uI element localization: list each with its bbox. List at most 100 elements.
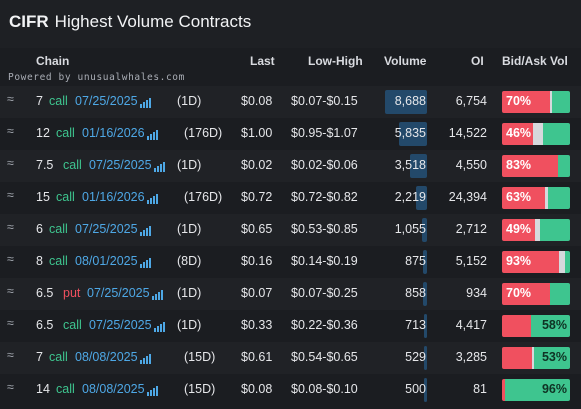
- table-row[interactable]: ≈ 14 call 08/08/2025 (15D) $0.08 $0.08-$…: [0, 374, 581, 406]
- strike: 8: [36, 254, 43, 268]
- expiry-date: 08/01/2025: [75, 254, 138, 268]
- expiry-link[interactable]: 01/16/2026: [82, 190, 159, 204]
- strike: 15: [36, 190, 50, 204]
- strike: 6.5: [36, 318, 54, 332]
- mid-portion: [559, 251, 565, 273]
- volume-bar: [424, 314, 427, 338]
- ask-portion: [565, 251, 570, 273]
- expiry-link[interactable]: 08/01/2025: [75, 254, 152, 268]
- table-row[interactable]: ≈ 7 call 08/08/2025 (15D) $0.61 $0.54-$0…: [0, 342, 581, 374]
- mid-portion: [535, 219, 540, 241]
- expiry-date: 08/08/2025: [75, 350, 138, 364]
- option-type: put: [63, 286, 81, 300]
- table-row[interactable]: ≈ 6.5 call 07/25/2025 (1D) $0.33 $0.22-$…: [0, 310, 581, 342]
- col-chain[interactable]: Chain: [36, 54, 70, 68]
- last-price: $0.08: [241, 382, 273, 396]
- wave-icon[interactable]: ≈: [7, 156, 14, 170]
- volume-bar: [399, 122, 427, 146]
- bid-portion: [502, 251, 559, 273]
- low-high-range: $0.14-$0.19: [291, 254, 358, 268]
- days-to-expiry: (1D): [177, 158, 202, 172]
- col-bid-ask-vol[interactable]: Bid/Ask Vol: [502, 54, 568, 68]
- wave-icon[interactable]: ≈: [7, 316, 14, 330]
- volume-value: 713: [405, 318, 426, 332]
- wave-icon[interactable]: ≈: [7, 252, 14, 266]
- table-row[interactable]: ≈ 7.5 call 07/25/2025 (1D) $0.02 $0.02-$…: [0, 150, 581, 182]
- table-row[interactable]: ≈ 6 call 07/25/2025 (1D) $0.65 $0.53-$0.…: [0, 214, 581, 246]
- wave-icon[interactable]: ≈: [7, 380, 14, 394]
- expiry-date: 01/16/2026: [82, 190, 145, 204]
- wave-icon[interactable]: ≈: [7, 284, 14, 298]
- col-volume[interactable]: Volume: [384, 54, 427, 68]
- expiry-link[interactable]: 01/16/2026: [82, 126, 159, 140]
- expiry-link[interactable]: 07/25/2025: [89, 158, 166, 172]
- expiry-link[interactable]: 07/25/2025: [89, 318, 166, 332]
- bid-portion: [502, 187, 545, 209]
- table-row[interactable]: ≈ 6.5 put 07/25/2025 (1D) $0.07 $0.07-$0…: [0, 278, 581, 310]
- strike: 7: [36, 350, 43, 364]
- bid-ask-percent: 63%: [506, 190, 532, 204]
- days-to-expiry: (176D): [184, 126, 223, 140]
- wave-icon[interactable]: ≈: [7, 188, 14, 202]
- ask-portion: [531, 315, 570, 337]
- option-type: call: [56, 190, 75, 204]
- volume-value: 1,055: [394, 222, 426, 236]
- expiry-link[interactable]: 07/25/2025: [75, 94, 152, 108]
- mid-portion: [545, 187, 548, 209]
- open-interest: 24,394: [448, 190, 487, 204]
- bid-ask-bar: 93%: [502, 251, 570, 273]
- col-low-high[interactable]: Low-High: [308, 54, 363, 68]
- bid-ask-bar: 70%: [502, 283, 570, 305]
- volume-bar: [416, 186, 427, 210]
- table-row[interactable]: ≈ 7 call 07/25/2025 (1D) $0.08 $0.07-$0.…: [0, 86, 581, 118]
- bid-ask-percent: 70%: [506, 286, 532, 300]
- days-to-expiry: (1D): [177, 94, 202, 108]
- mid-portion: [532, 347, 534, 369]
- bid-ask-percent: 46%: [506, 126, 532, 140]
- expiry-link[interactable]: 07/25/2025: [75, 222, 152, 236]
- days-to-expiry: (1D): [177, 222, 202, 236]
- volume-value: 2,219: [394, 190, 426, 204]
- wave-icon[interactable]: ≈: [7, 124, 14, 138]
- open-interest: 81: [473, 382, 487, 396]
- bid-ask-bar: 63%: [502, 187, 570, 209]
- last-price: $0.02: [241, 158, 273, 172]
- bid-ask-percent: 49%: [506, 222, 532, 236]
- days-to-expiry: (1D): [177, 286, 202, 300]
- expiry-link[interactable]: 08/08/2025: [82, 382, 159, 396]
- open-interest: 4,550: [455, 158, 487, 172]
- volume-value: 529: [405, 350, 426, 364]
- last-price: $0.07: [241, 286, 273, 300]
- low-high-range: $0.07-$0.25: [291, 286, 358, 300]
- option-type: call: [49, 94, 68, 108]
- option-type: call: [49, 222, 68, 236]
- expiry-date: 07/25/2025: [89, 318, 152, 332]
- wave-icon[interactable]: ≈: [7, 92, 14, 106]
- table-row[interactable]: ≈ 8 call 08/01/2025 (8D) $0.16 $0.14-$0.…: [0, 246, 581, 278]
- col-oi[interactable]: OI: [471, 54, 484, 68]
- page-title: CIFR Highest Volume Contracts: [9, 12, 251, 32]
- ask-portion: [548, 187, 570, 209]
- bid-portion: [502, 219, 535, 241]
- expiry-date: 07/25/2025: [87, 286, 150, 300]
- table-row[interactable]: ≈ 12 call 01/16/2026 (176D) $1.00 $0.95-…: [0, 118, 581, 150]
- bid-ask-bar: 70%: [502, 91, 570, 113]
- volume-bar: [424, 346, 427, 370]
- wave-icon[interactable]: ≈: [7, 220, 14, 234]
- table-row[interactable]: ≈ 15 call 01/16/2026 (176D) $0.72 $0.72-…: [0, 182, 581, 214]
- bid-ask-bar: 58%: [502, 315, 570, 337]
- volume-bar: [423, 282, 427, 306]
- low-high-range: $0.02-$0.06: [291, 158, 358, 172]
- days-to-expiry: (176D): [184, 190, 223, 204]
- expiry-link[interactable]: 07/25/2025: [87, 286, 164, 300]
- col-last[interactable]: Last: [250, 54, 275, 68]
- low-high-range: $0.22-$0.36: [291, 318, 358, 332]
- wave-icon[interactable]: ≈: [7, 348, 14, 362]
- option-type: call: [56, 126, 75, 140]
- bid-portion: [502, 283, 550, 305]
- mid-portion: [550, 91, 552, 113]
- low-high-range: $0.72-$0.82: [291, 190, 358, 204]
- open-interest: 934: [466, 286, 487, 300]
- expiry-link[interactable]: 08/08/2025: [75, 350, 152, 364]
- header: CIFR Highest Volume Contracts: [0, 0, 581, 48]
